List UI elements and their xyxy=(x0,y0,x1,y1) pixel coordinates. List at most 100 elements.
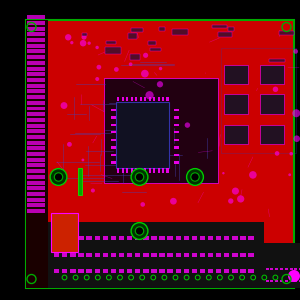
Bar xyxy=(192,269,197,273)
Bar xyxy=(27,175,45,179)
Bar xyxy=(174,131,178,134)
Circle shape xyxy=(292,109,300,117)
Bar xyxy=(86,269,92,273)
Bar xyxy=(167,97,169,101)
Bar xyxy=(27,78,45,82)
Bar xyxy=(103,236,108,240)
Bar xyxy=(54,253,59,256)
Bar xyxy=(290,280,292,282)
Bar xyxy=(218,32,232,37)
Bar xyxy=(27,181,45,184)
Circle shape xyxy=(141,124,143,126)
Bar xyxy=(279,31,294,35)
Bar xyxy=(140,97,142,101)
Bar xyxy=(27,186,45,190)
Bar xyxy=(111,269,116,273)
Bar xyxy=(143,269,148,273)
Circle shape xyxy=(97,65,101,70)
Circle shape xyxy=(146,91,154,99)
Bar xyxy=(78,168,82,195)
Bar xyxy=(167,236,173,240)
Bar xyxy=(27,146,45,150)
Circle shape xyxy=(170,198,177,205)
Bar xyxy=(144,168,146,172)
Bar xyxy=(176,269,181,273)
Circle shape xyxy=(237,195,244,203)
Circle shape xyxy=(131,223,148,239)
Circle shape xyxy=(82,158,84,161)
Bar xyxy=(27,164,45,167)
Bar xyxy=(144,97,146,101)
Bar xyxy=(285,280,288,282)
Bar xyxy=(111,131,116,134)
Bar xyxy=(70,236,76,240)
Bar xyxy=(167,253,173,256)
Circle shape xyxy=(135,227,144,235)
Bar xyxy=(62,236,68,240)
Bar xyxy=(111,139,116,141)
Bar xyxy=(248,253,254,256)
Bar xyxy=(105,47,121,54)
Bar xyxy=(148,97,151,101)
Circle shape xyxy=(131,169,148,185)
Bar xyxy=(174,161,178,164)
Bar xyxy=(158,168,160,172)
Bar xyxy=(148,41,156,45)
Circle shape xyxy=(70,41,74,44)
Bar xyxy=(111,253,116,256)
Bar xyxy=(94,236,100,240)
Bar xyxy=(224,124,248,144)
Bar xyxy=(275,268,278,270)
Bar xyxy=(27,112,45,116)
Bar xyxy=(174,139,178,141)
Bar xyxy=(111,154,116,156)
Circle shape xyxy=(143,53,148,58)
Bar xyxy=(119,269,124,273)
Bar xyxy=(27,124,45,128)
Bar xyxy=(200,269,205,273)
Bar xyxy=(70,269,76,273)
Bar xyxy=(130,168,133,172)
Bar xyxy=(94,253,100,256)
Bar xyxy=(54,269,59,273)
Bar xyxy=(240,253,246,256)
Circle shape xyxy=(67,142,72,147)
Bar xyxy=(27,158,45,162)
Bar xyxy=(111,146,116,148)
Bar xyxy=(248,269,254,273)
Bar xyxy=(240,269,246,273)
Bar xyxy=(208,253,213,256)
Bar xyxy=(264,243,300,288)
Bar xyxy=(26,20,48,288)
Bar xyxy=(126,97,128,101)
Bar xyxy=(27,44,45,48)
Bar xyxy=(130,97,133,101)
Bar xyxy=(240,236,246,240)
Bar xyxy=(285,268,288,270)
Circle shape xyxy=(159,67,162,70)
Bar xyxy=(200,236,205,240)
Bar xyxy=(82,33,87,35)
Bar xyxy=(151,236,157,240)
Bar xyxy=(103,253,108,256)
Bar xyxy=(174,154,178,156)
Bar xyxy=(176,253,181,256)
Bar xyxy=(78,269,84,273)
Bar xyxy=(94,269,100,273)
Bar xyxy=(192,236,197,240)
Bar xyxy=(27,203,45,207)
Circle shape xyxy=(122,159,125,162)
Circle shape xyxy=(288,270,300,282)
Bar xyxy=(174,146,178,148)
Bar xyxy=(126,168,128,172)
Bar xyxy=(224,269,230,273)
Bar xyxy=(216,269,221,273)
Bar xyxy=(27,135,45,139)
Circle shape xyxy=(88,41,91,45)
Bar xyxy=(27,50,45,53)
Bar xyxy=(172,29,188,35)
Circle shape xyxy=(191,173,199,181)
Bar xyxy=(62,269,68,273)
Circle shape xyxy=(275,151,279,156)
Bar xyxy=(184,236,189,240)
